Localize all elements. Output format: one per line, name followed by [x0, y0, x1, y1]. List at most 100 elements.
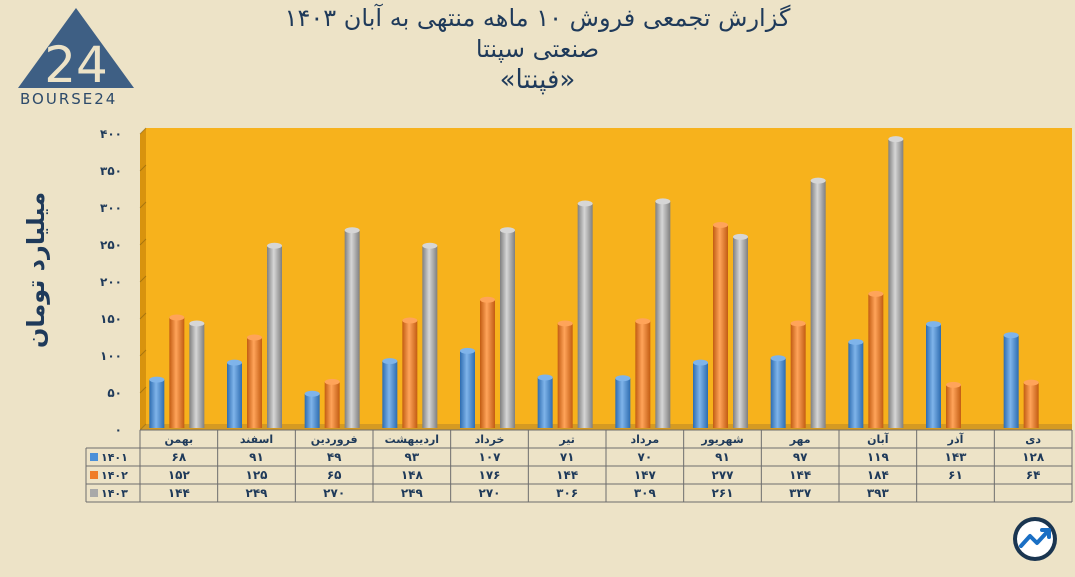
bar-top-۱۴۰۱-مرداد — [615, 375, 631, 382]
bar-۱۴۰۱-خرداد — [460, 350, 475, 428]
bar-۱۴۰۱-مرداد — [615, 378, 631, 428]
table-cell-۱۴۰۲-اردیبهشت: ۱۴۸ — [401, 468, 424, 482]
bar-top-۱۴۰۱-اسفند — [227, 359, 242, 366]
bar-top-۱۴۰۲-بهمن — [169, 314, 185, 321]
table-cell-۱۴۰۱-بهمن: ۶۸ — [172, 450, 187, 464]
table-cell-۱۴۰۱-تیر: ۷۱ — [560, 450, 575, 464]
x-tick-label-اردیبهشت: اردیبهشت — [385, 433, 439, 446]
bar-top-۱۴۰۲-مهر — [790, 320, 806, 327]
bar-top-۱۴۰۳-اردیبهشت — [422, 242, 438, 249]
bar-top-۱۴۰۲-اسفند — [247, 334, 262, 341]
bar-۱۴۰۲-فروردین — [324, 381, 340, 428]
legend-swatch-۱۴۰۱ — [90, 453, 98, 461]
bar-top-۱۴۰۳-مهر — [810, 177, 826, 184]
table-cell-۱۴۰۲-آبان: ۱۸۴ — [867, 468, 889, 482]
bar-top-۱۴۰۲-دی — [1023, 379, 1039, 386]
table-cell-۱۴۰۱-مرداد: ۷۰ — [638, 450, 653, 464]
bar-۱۴۰۳-آبان — [888, 139, 904, 428]
bar-۱۴۰۳-اردیبهشت — [422, 245, 438, 428]
table-cell-۱۴۰۳-تیر: ۳۰۶ — [556, 486, 578, 500]
bourse24-logo: 24 — [18, 8, 134, 94]
table-cell-۱۴۰۲-مهر: ۱۴۴ — [789, 468, 811, 482]
bar-۱۴۰۳-فروردین — [344, 230, 360, 428]
gridline-200 — [139, 275, 147, 283]
legend-swatch-۱۴۰۳ — [90, 489, 98, 497]
chart-title: گزارش تجمعی فروش ۱۰ ماهه منتهی به آبان ۱… — [284, 4, 791, 32]
table-cell-۱۴۰۱-فروردین: ۴۹ — [327, 450, 342, 464]
table-cell-۱۴۰۳-خرداد: ۲۷۰ — [479, 486, 501, 500]
bar-۱۴۰۲-دی — [1023, 382, 1039, 428]
x-tick-label-شهریور: شهریور — [700, 433, 743, 446]
bar-۱۴۰۲-آذر — [946, 384, 961, 428]
gridline-300 — [139, 201, 147, 209]
x-tick-label-بهمن: بهمن — [164, 433, 193, 446]
bar-۱۴۰۱-آذر — [926, 324, 941, 428]
chart-subtitle-ticker: «فپنتا» — [499, 65, 576, 95]
logo-mark: 24 — [44, 36, 108, 94]
x-tick-label-دی: دی — [1025, 433, 1041, 446]
y-tick-label-400: ۴۰۰ — [100, 127, 122, 141]
bar-۱۴۰۱-دی — [1003, 335, 1019, 428]
chart-title-block: گزارش تجمعی فروش ۱۰ ماهه منتهی به آبان ۱… — [0, 2, 1075, 96]
bar-۱۴۰۳-تیر — [577, 203, 593, 428]
bar-۱۴۰۲-شهریور — [713, 225, 728, 428]
x-tick-label-فروردین: فروردین — [311, 433, 358, 446]
gridline-350 — [139, 164, 147, 172]
table-cell-۱۴۰۱-اردیبهشت: ۹۳ — [405, 450, 420, 464]
bar-۱۴۰۳-مرداد — [655, 201, 671, 428]
x-tick-label-آبان: آبان — [867, 432, 889, 446]
bar-top-۱۴۰۱-بهمن — [149, 376, 165, 383]
bar-۱۴۰۱-شهریور — [693, 362, 708, 428]
y-tick-label-200: ۲۰۰ — [100, 275, 122, 289]
bar-top-۱۴۰۲-آذر — [946, 381, 961, 388]
bar-top-۱۴۰۱-دی — [1003, 332, 1019, 339]
x-tick-label-آذر: آذر — [947, 432, 964, 446]
table-cell-۱۴۰۳-اسفند: ۲۴۹ — [246, 486, 269, 500]
table-cell-۱۴۰۳-اردیبهشت: ۲۴۹ — [401, 486, 424, 500]
bar-top-۱۴۰۳-آبان — [888, 136, 904, 143]
bar-top-۱۴۰۱-اردیبهشت — [382, 358, 398, 365]
x-tick-label-مرداد: مرداد — [630, 433, 659, 446]
bar-top-۱۴۰۲-شهریور — [713, 222, 728, 229]
bar-۱۴۰۲-اردیبهشت — [402, 320, 418, 428]
bar-۱۴۰۱-فروردین — [304, 393, 320, 428]
bar-۱۴۰۳-مهر — [810, 180, 826, 428]
chart-badge-icon — [1013, 517, 1057, 561]
table-cell-۱۴۰۲-مرداد: ۱۴۷ — [634, 468, 657, 482]
table-cell-۱۴۰۱-آذر: ۱۴۳ — [945, 450, 968, 464]
bar-۱۴۰۲-تیر — [557, 323, 573, 428]
bar-۱۴۰۳-بهمن — [189, 323, 205, 428]
y-tick-label-300: ۳۰۰ — [100, 201, 122, 215]
y-tick-label-100: ۱۰۰ — [100, 349, 122, 363]
bar-۱۴۰۲-آبان — [868, 293, 884, 428]
bar-top-۱۴۰۳-فروردین — [344, 227, 360, 234]
bar-top-۱۴۰۱-فروردین — [304, 390, 320, 397]
bar-top-۱۴۰۲-فروردین — [324, 378, 340, 385]
table-cell-۱۴۰۱-آبان: ۱۱۹ — [867, 450, 890, 464]
table-cell-۱۴۰۳-آبان: ۳۹۳ — [867, 486, 890, 500]
bar-۱۴۰۱-اردیبهشت — [382, 361, 398, 428]
gridline-50 — [139, 386, 147, 394]
y-tick-label-0: ۰ — [115, 423, 122, 437]
table-cell-۱۴۰۲-تیر: ۱۴۴ — [556, 468, 578, 482]
bar-۱۴۰۳-شهریور — [733, 236, 748, 428]
table-cell-۱۴۰۳-فروردین: ۲۷۰ — [323, 486, 345, 500]
bar-top-۱۴۰۲-تیر — [557, 320, 573, 327]
table-cell-۱۴۰۲-دی: ۶۴ — [1026, 468, 1041, 482]
bar-۱۴۰۱-بهمن — [149, 379, 165, 428]
bar-top-۱۴۰۳-اسفند — [267, 242, 282, 249]
table-cell-۱۴۰۲-بهمن: ۱۵۲ — [168, 468, 191, 482]
table-cell-۱۴۰۱-شهریور: ۹۱ — [715, 450, 730, 464]
bar-۱۴۰۲-بهمن — [169, 317, 185, 428]
y-tick-label-150: ۱۵۰ — [100, 312, 122, 326]
bar-top-۱۴۰۳-خرداد — [500, 227, 515, 234]
table-cell-۱۴۰۳-شهریور: ۲۶۱ — [712, 486, 734, 500]
bar-top-۱۴۰۱-خرداد — [460, 347, 475, 354]
bar-۱۴۰۳-اسفند — [267, 245, 282, 428]
gridline-250 — [139, 238, 147, 246]
table-cell-۱۴۰۲-شهریور: ۲۷۷ — [712, 468, 735, 482]
table-cell-۱۴۰۱-مهر: ۹۷ — [793, 450, 808, 464]
logo-text: BOURSE24 — [20, 90, 118, 108]
bar-top-۱۴۰۳-مرداد — [655, 198, 671, 205]
